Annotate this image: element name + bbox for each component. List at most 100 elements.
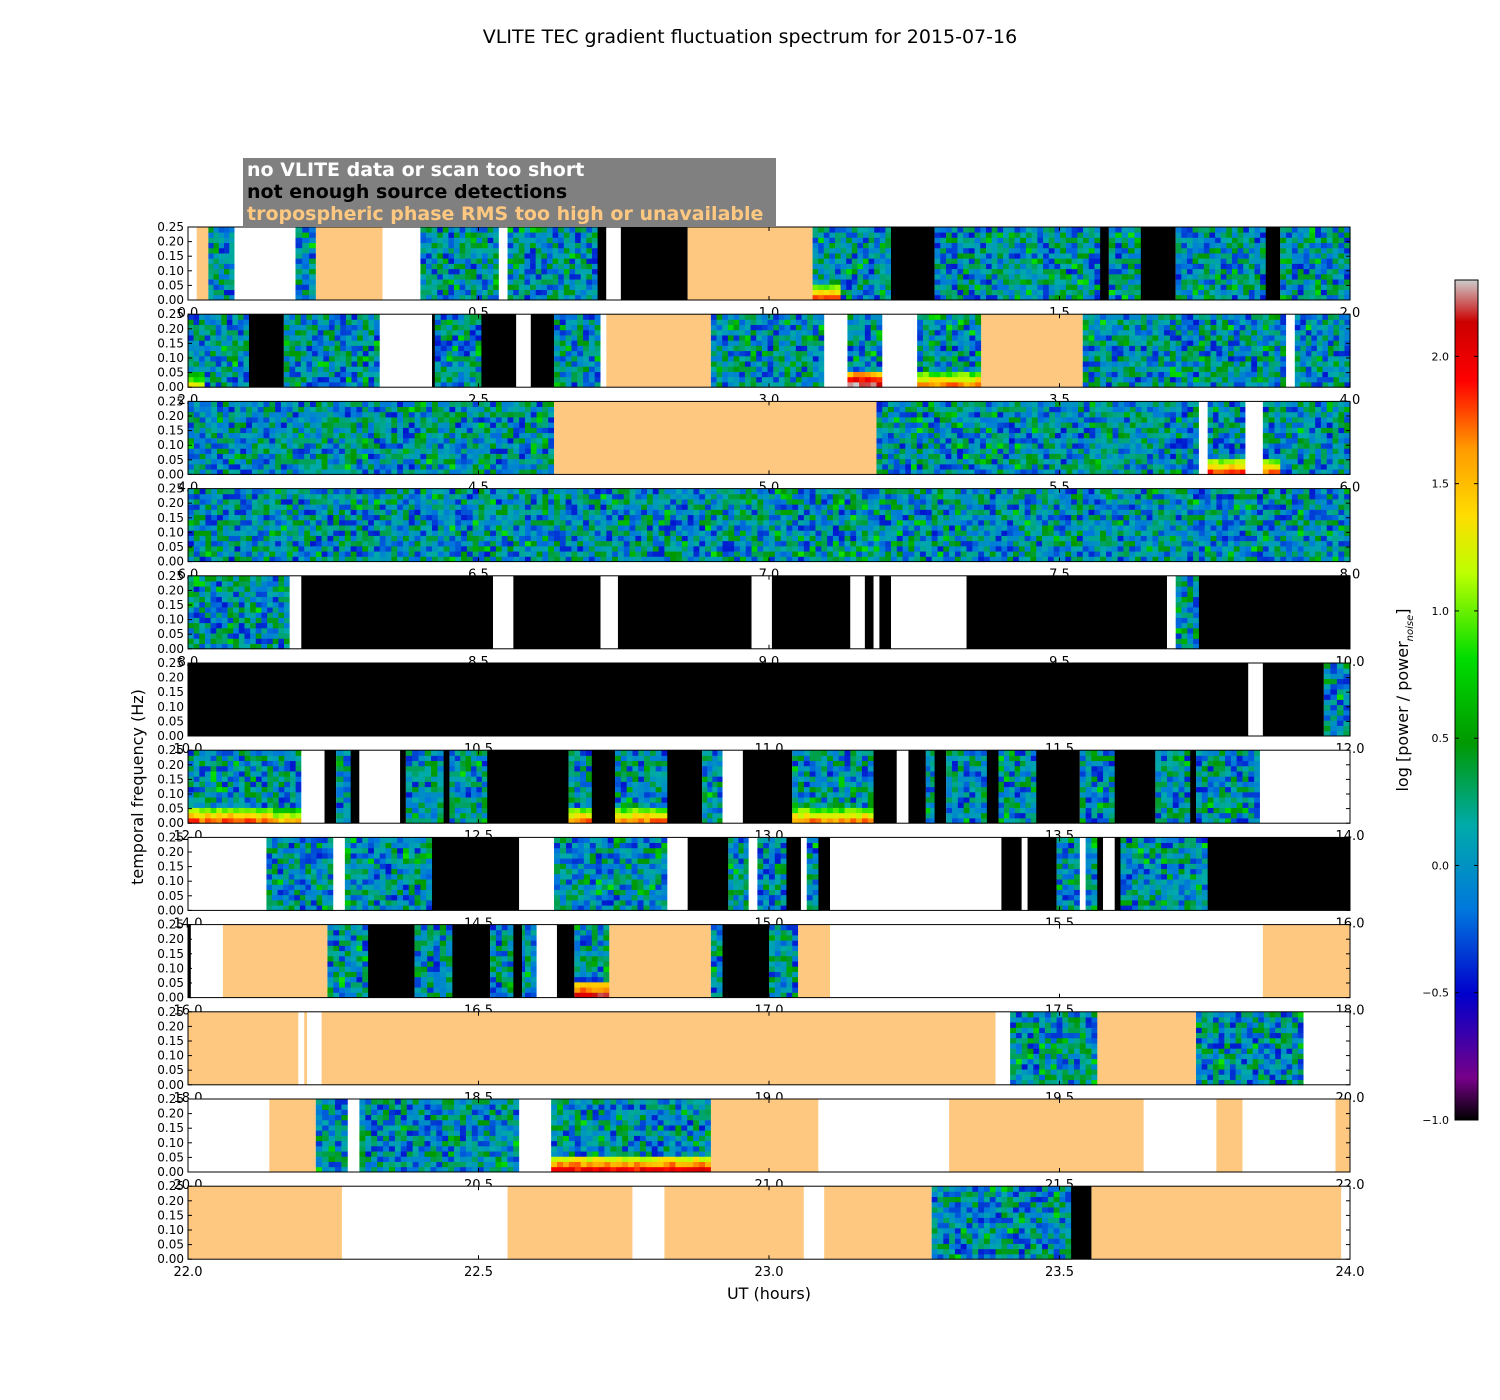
heat-cell xyxy=(1020,247,1027,254)
heat-cell xyxy=(922,381,930,388)
heat-cell xyxy=(969,340,976,346)
heat-cell xyxy=(1152,361,1159,367)
heat-cell xyxy=(840,284,847,290)
heat-cell xyxy=(289,324,296,331)
heat-cell xyxy=(801,366,808,372)
heat-cell xyxy=(1193,335,1200,341)
heat-cell xyxy=(524,463,532,470)
heat-cell xyxy=(1320,279,1328,285)
heat-cell xyxy=(1344,376,1351,383)
heat-cell xyxy=(940,263,947,270)
heat-cell xyxy=(1254,247,1261,254)
heat-cell xyxy=(1175,258,1182,264)
heat-cell xyxy=(851,258,858,264)
heat-cell xyxy=(801,376,808,383)
heat-cell xyxy=(922,458,929,465)
heat-cell xyxy=(577,350,584,357)
heat-cell xyxy=(1066,463,1073,470)
heat-cell xyxy=(1305,376,1312,383)
heat-cell xyxy=(1118,427,1125,434)
heat-cell xyxy=(1216,371,1223,378)
heat-cell xyxy=(812,376,820,383)
heat-cell xyxy=(408,401,416,408)
heat-cell xyxy=(442,227,450,233)
heat-cell xyxy=(991,463,999,470)
y-tick-label: 0.20 xyxy=(157,322,184,336)
heat-cell xyxy=(1094,232,1101,238)
heat-cell xyxy=(373,422,381,428)
heat-cell xyxy=(478,448,485,454)
heat-cell xyxy=(1105,371,1113,378)
heat-cell xyxy=(1152,376,1159,383)
heat-cell xyxy=(188,448,195,454)
heat-cell xyxy=(922,371,930,378)
heat-cell xyxy=(882,406,889,413)
heat-cell xyxy=(1222,376,1229,383)
heat-cell xyxy=(246,443,253,449)
heat-cell xyxy=(583,319,590,326)
heat-cell xyxy=(1280,284,1287,290)
heat-cell xyxy=(1198,273,1205,280)
heat-cell xyxy=(952,314,959,320)
heat-cell xyxy=(874,232,881,238)
heat-cell xyxy=(283,366,291,372)
heat-cell xyxy=(1112,422,1119,428)
heat-cell xyxy=(328,366,336,372)
heat-cell xyxy=(727,366,735,372)
heat-cell xyxy=(469,329,477,336)
heat-cell xyxy=(432,453,439,460)
heat-cell xyxy=(812,268,819,275)
heat-cell xyxy=(432,448,439,454)
heat-cell xyxy=(946,340,953,346)
heat-cell xyxy=(218,268,225,275)
heat-cell xyxy=(957,453,964,460)
heat-cell xyxy=(888,417,895,423)
heat-cell xyxy=(1305,345,1312,352)
heat-cell xyxy=(591,258,599,264)
heat-cell xyxy=(1072,422,1079,428)
heat-cell xyxy=(1291,253,1299,259)
heat-cell xyxy=(1216,319,1223,326)
heat-cell xyxy=(379,427,387,434)
heat-cell xyxy=(847,319,854,326)
heat-cell xyxy=(554,371,561,378)
heat-cell xyxy=(1020,432,1027,439)
heat-cell xyxy=(315,427,323,434)
heat-cell xyxy=(1268,381,1276,388)
heat-cell xyxy=(577,324,584,331)
heat-cell xyxy=(1316,329,1323,336)
heat-cell xyxy=(1198,263,1205,270)
heat-cell xyxy=(228,437,236,444)
heat-cell xyxy=(193,324,200,331)
heat-cell xyxy=(790,314,797,320)
heat-cell xyxy=(1105,324,1113,331)
heat-cell xyxy=(922,427,929,434)
heat-cell xyxy=(1237,227,1244,233)
heat-cell xyxy=(846,253,853,259)
heat-cell xyxy=(321,463,329,470)
heat-cell xyxy=(1115,227,1123,233)
heat-cell xyxy=(321,417,329,423)
heat-cell xyxy=(1026,432,1033,439)
heat-cell xyxy=(339,401,346,408)
heat-cell xyxy=(934,345,941,352)
heat-cell xyxy=(975,350,982,357)
heat-cell xyxy=(761,376,769,383)
heat-cell xyxy=(304,437,311,444)
heat-cell xyxy=(1227,350,1235,357)
heat-cell xyxy=(295,350,302,357)
heat-cell xyxy=(1187,355,1194,362)
heat-cell xyxy=(951,422,958,428)
heat-cell xyxy=(870,324,878,331)
heat-cell xyxy=(1054,458,1062,465)
heat-cell xyxy=(188,443,195,449)
heat-cell xyxy=(991,432,999,439)
heat-cell xyxy=(1220,289,1227,296)
heat-cell xyxy=(215,345,222,352)
heat-cell xyxy=(1140,324,1148,331)
heat-cell xyxy=(1215,289,1222,296)
heat-cell xyxy=(710,361,718,367)
heat-cell xyxy=(1326,289,1334,296)
heat-cell xyxy=(710,376,718,383)
heat-cell xyxy=(1037,448,1045,454)
